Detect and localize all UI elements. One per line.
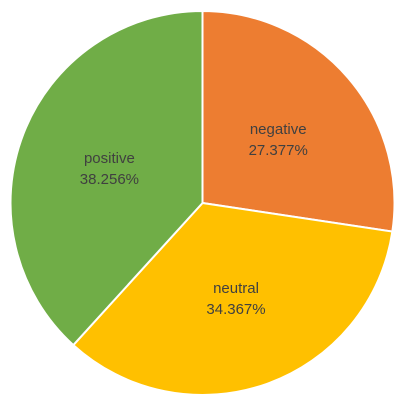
pie-label-value-positive: 38.256% — [80, 171, 139, 188]
pie-label-name-positive: positive — [84, 150, 135, 167]
pie-slice-negative — [201, 10, 396, 233]
pie-slice-neutral — [72, 202, 394, 396]
pie-label-value-negative: 27.377% — [249, 142, 308, 159]
pie-labels: negative 27.377% neutral 34.367% positive 38.… — [80, 121, 308, 318]
pie-label-name-negative: negative — [250, 121, 307, 138]
pie-slice-positive — [9, 10, 204, 347]
pie-label-value-neutral: 34.367% — [206, 301, 265, 318]
pie-slices — [9, 10, 396, 396]
pie-label-name-neutral: neutral — [213, 280, 259, 297]
